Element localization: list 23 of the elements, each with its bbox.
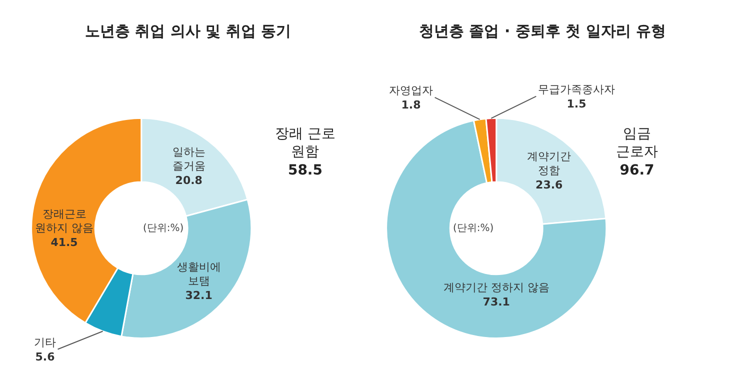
slice-label: 계약기간 정함 — [527, 150, 572, 178]
slice-label: 자영업자 — [389, 84, 433, 97]
slice-label: 생활비에 보탬 — [176, 260, 221, 288]
text: (단위:%) — [143, 223, 184, 234]
chart-title: 청년층 졸업 · 중퇴후 첫 일자리 유형 — [419, 22, 666, 40]
data-label: 5.6 — [35, 350, 56, 364]
text: 임금 근로자 96.7 — [616, 126, 658, 178]
slice-label: 장래근로 원하지 않음 — [35, 207, 94, 235]
data-label: 23.6 — [536, 178, 564, 192]
slice-label: 무급가족종사자 — [538, 83, 615, 96]
text: 장래 근로 원함 58.5 — [275, 126, 336, 178]
data-label: 41.5 — [50, 236, 78, 249]
text: (단위:%) — [453, 223, 494, 234]
slice-label: 일하는 즐거움 — [172, 145, 206, 173]
data-label: 1.5 — [566, 97, 586, 110]
data-label: 32.1 — [185, 288, 212, 302]
slice-label: 기타 — [34, 336, 56, 349]
data-label: 1.8 — [401, 98, 421, 112]
data-label: 20.8 — [175, 174, 202, 187]
chart-title: 노년층 취업 의사 및 취업 동기 — [85, 22, 292, 40]
data-label: 73.1 — [482, 295, 510, 308]
donut-slice — [386, 120, 608, 339]
slice-label: 계약기간 정하지 않음 — [443, 280, 550, 294]
